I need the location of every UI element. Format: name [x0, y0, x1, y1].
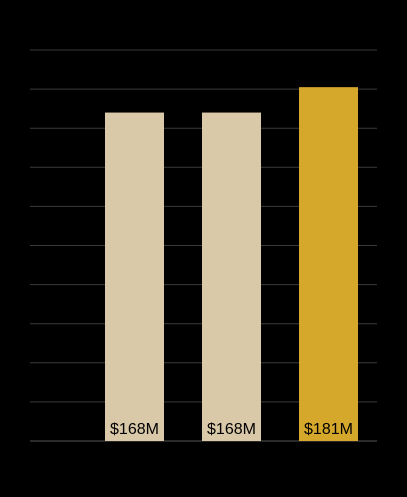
value-label: $168M	[110, 421, 159, 438]
bar	[299, 87, 358, 442]
bar	[105, 112, 164, 441]
value-label: $181M	[304, 421, 353, 438]
value-label: $168M	[207, 421, 256, 438]
bar	[202, 112, 261, 441]
